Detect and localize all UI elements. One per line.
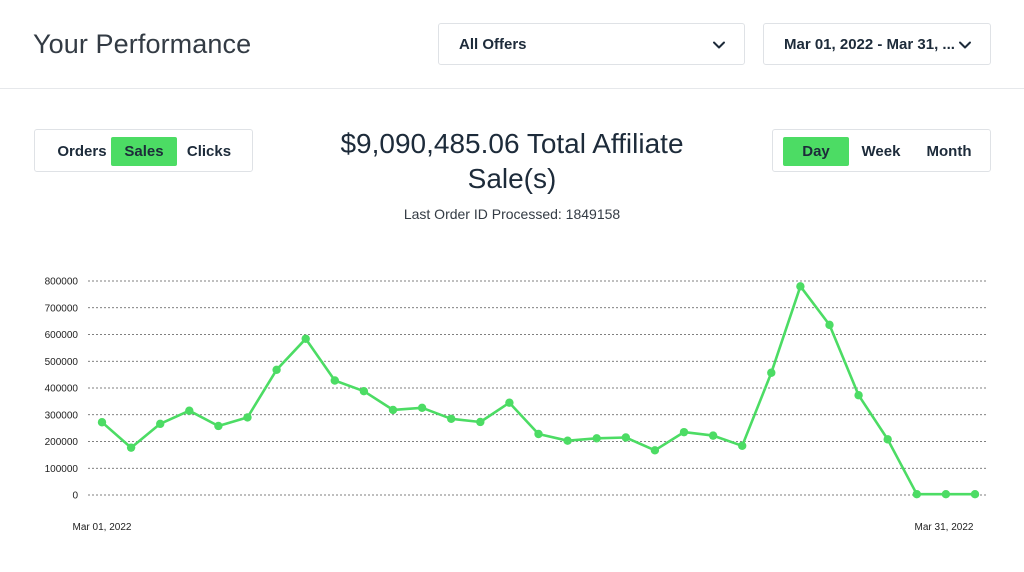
data-point xyxy=(447,414,456,423)
data-point xyxy=(592,434,601,443)
data-point xyxy=(301,334,310,343)
total-sales-line-2: Sale(s) xyxy=(467,163,557,194)
chevron-down-icon xyxy=(713,41,725,49)
week-toggle[interactable]: Week xyxy=(861,143,901,160)
data-point xyxy=(243,413,252,422)
y-tick-label: 600000 xyxy=(45,330,79,341)
total-sales-heading: $9,090,485.06 Total Affiliate Sale(s) xyxy=(300,126,724,196)
data-point xyxy=(126,443,136,452)
offers-dropdown[interactable]: All Offers xyxy=(438,23,745,65)
date-range-label: Mar 01, 2022 - Mar 31, ... xyxy=(784,36,955,53)
data-point xyxy=(388,405,398,415)
data-point xyxy=(767,368,776,377)
data-point xyxy=(97,418,107,427)
last-order-id: Last Order ID Processed: 1849158 xyxy=(403,206,621,222)
data-point xyxy=(912,489,921,499)
data-point xyxy=(563,436,572,445)
data-point xyxy=(679,427,689,437)
data-point xyxy=(214,421,223,431)
x-tick-label: Mar 01, 2022 xyxy=(73,522,132,533)
data-point xyxy=(796,282,805,291)
data-point xyxy=(505,398,514,407)
page-title: Your Performance xyxy=(33,29,252,59)
sales-line-chart: 0 100000 200000 300000 400000 500000 600000 700… xyxy=(45,277,988,533)
y-tick-label: 400000 xyxy=(45,384,79,395)
y-tick-label: 0 xyxy=(72,491,78,502)
data-point xyxy=(941,489,951,499)
period-toggle-group: Day Week Month xyxy=(772,129,991,172)
data-point xyxy=(272,365,281,375)
header-bar: Your Performance All Offers Mar 01, 2022… xyxy=(0,0,1024,89)
data-point xyxy=(417,403,427,412)
y-tick-label: 200000 xyxy=(45,437,79,448)
orders-toggle[interactable]: Orders xyxy=(57,143,107,160)
y-tick-label: 500000 xyxy=(45,357,79,368)
data-point xyxy=(621,433,630,442)
metric-toggle-group: Orders Sales Clicks xyxy=(34,129,253,172)
offers-dropdown-label: All Offers xyxy=(459,36,527,53)
y-tick-label: 100000 xyxy=(45,464,79,475)
x-tick-label: Mar 31, 2022 xyxy=(915,522,974,533)
data-point xyxy=(330,376,339,385)
data-point xyxy=(738,441,747,450)
day-toggle[interactable]: Day xyxy=(783,137,849,166)
data-point xyxy=(534,429,543,439)
data-point xyxy=(359,387,369,396)
sales-toggle[interactable]: Sales xyxy=(111,137,177,166)
clicks-toggle[interactable]: Clicks xyxy=(186,143,232,160)
data-point xyxy=(185,406,194,415)
month-toggle[interactable]: Month xyxy=(926,143,972,160)
data-point xyxy=(476,417,485,427)
data-point xyxy=(883,435,892,444)
data-point xyxy=(825,320,834,330)
data-point xyxy=(650,446,660,455)
data-point xyxy=(708,431,718,440)
total-sales-line-1: $9,090,485.06 Total Affiliate xyxy=(340,128,684,159)
chevron-down-icon xyxy=(959,41,971,49)
y-tick-label: 800000 xyxy=(45,277,79,288)
sales-series-line xyxy=(101,284,975,496)
date-range-dropdown[interactable]: Mar 01, 2022 - Mar 31, ... xyxy=(763,23,991,65)
y-tick-label: 300000 xyxy=(45,410,79,421)
data-point xyxy=(156,419,165,429)
data-point xyxy=(854,391,863,400)
data-point xyxy=(970,489,980,499)
y-tick-label: 700000 xyxy=(45,303,79,314)
